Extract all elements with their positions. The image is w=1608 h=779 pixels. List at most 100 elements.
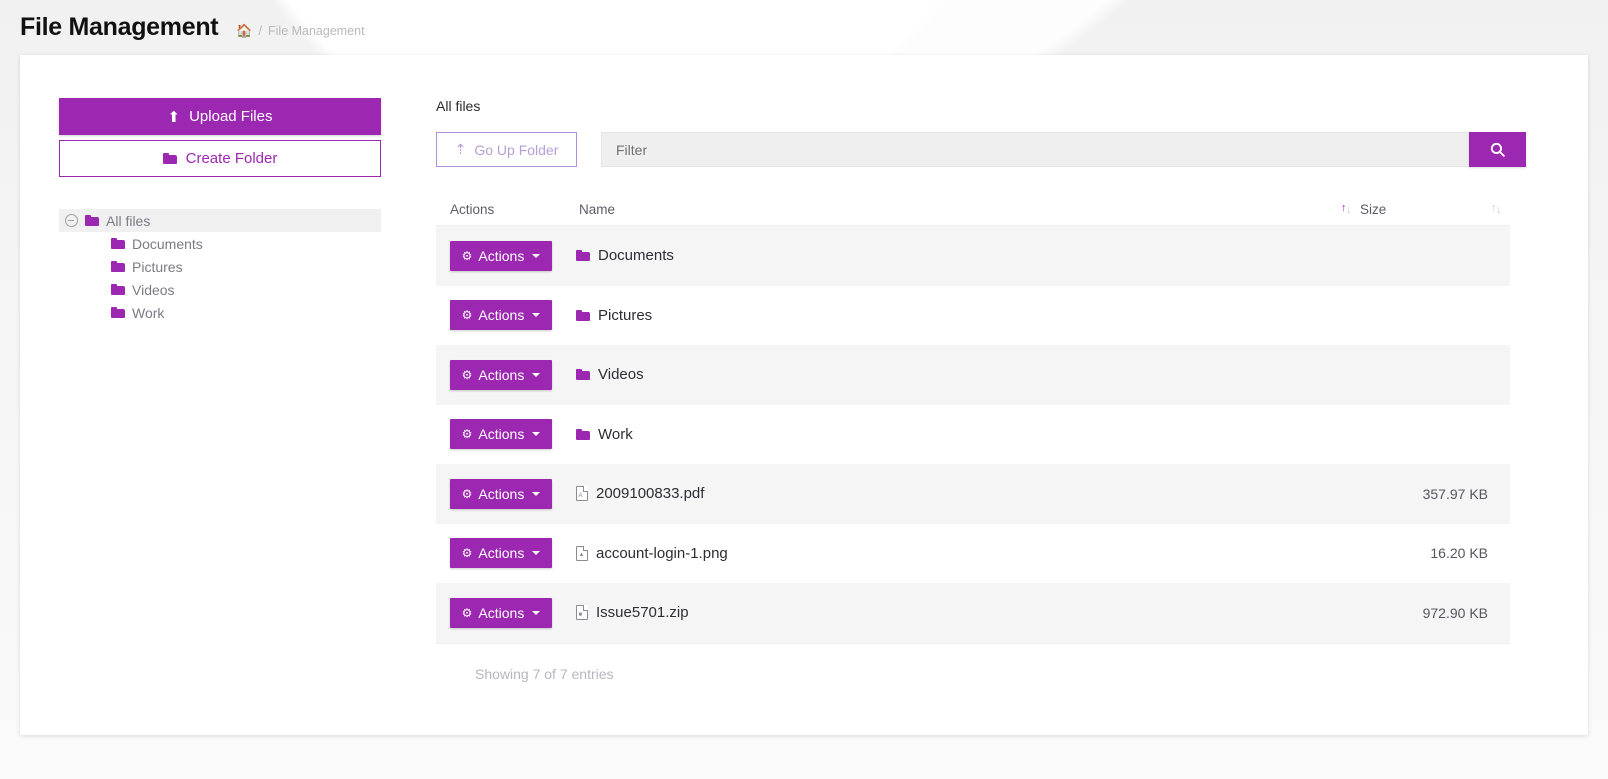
row-actions-cell: ⚙ Actions [436,478,576,509]
tree-item-videos[interactable]: Videos [59,278,381,301]
folder-plus-icon [162,153,177,164]
upload-files-label: Upload Files [189,108,273,125]
folder-icon [576,369,590,381]
current-folder-label: All files [436,98,481,114]
chevron-down-icon [532,551,541,556]
tree-item-label: Documents [132,235,203,252]
actions-label: Actions [478,307,525,324]
header-name-cell[interactable]: Name ↑ ↓ [576,202,1360,217]
tree-item-work[interactable]: Work [59,301,381,324]
breadcrumb-current: File Management [268,23,365,38]
folder-icon [576,309,590,321]
search-icon [1490,142,1505,157]
sort-name-icon[interactable]: ↑ ↓ [1341,201,1352,216]
gear-icon: ⚙ [461,308,473,323]
filter-search-group [601,132,1526,167]
actions-button[interactable]: ⚙ Actions [450,597,552,628]
tree-item-pictures[interactable]: Pictures [59,255,381,278]
folder-icon [576,428,590,440]
row-actions-cell: ⚙ Actions [436,359,576,390]
row-actions-cell: ⚙ Actions [436,240,576,271]
row-name-cell: Videos [576,366,1360,383]
tree-item-label: Work [132,304,165,321]
actions-label: Actions [478,485,525,502]
tree-item-all-files[interactable]: All files [59,209,381,232]
search-button[interactable] [1469,132,1526,167]
actions-label: Actions [478,545,525,562]
file-browser: All files ⇡ Go Up Folder Actions Name [436,98,1526,682]
actions-button[interactable]: ⚙ Actions [450,359,552,390]
header-size-cell[interactable]: Size ↑ ↓ [1360,202,1510,217]
arrow-up-icon: ⇡ [454,141,467,157]
table-row[interactable]: ⚙ Actions Videos [436,345,1510,405]
gear-icon: ⚙ [461,367,473,382]
file-name[interactable]: Work [598,425,633,443]
file-toolbar: ⇡ Go Up Folder [436,132,1526,167]
header-name: Name [579,201,616,217]
file-image-icon: ▲ [576,545,588,561]
entries-summary: Showing 7 of 7 entries [475,665,614,682]
gear-icon: ⚙ [461,427,473,442]
tree-item-label: Videos [132,281,175,298]
table-row[interactable]: ⚙ Actions ▲ account-login-1.png 16.20 KB [436,524,1510,584]
table-row[interactable]: ⚙ Actions A 2009100833.pdf 357.97 KB [436,464,1510,524]
table-header-row: Actions Name ↑ ↓ Size ↑ ↓ [436,193,1510,226]
create-folder-button[interactable]: Create Folder [59,140,381,177]
table-footer-divider [436,642,1510,644]
table-row[interactable]: ⚙ Actions Documents [436,226,1510,286]
tree-item-documents[interactable]: Documents [59,232,381,255]
row-actions-cell: ⚙ Actions [436,538,576,569]
row-actions-cell: ⚙ Actions [436,300,576,331]
row-name-cell: Pictures [576,307,1360,324]
tree-item-label: Pictures [132,258,183,275]
upload-files-button[interactable]: ⬆ Upload Files [59,98,381,135]
home-icon[interactable]: 🏠 [236,23,253,38]
folder-icon [111,238,125,249]
row-actions-cell: ⚙ Actions [436,419,576,450]
file-name[interactable]: 2009100833.pdf [596,485,705,503]
page-title: File Management [20,13,219,41]
sort-size-icon[interactable]: ↑ ↓ [1491,201,1502,216]
actions-label: Actions [478,366,525,383]
breadcrumb-separator: / [258,23,262,38]
page-header: File Management 🏠 / File Management [0,0,1608,55]
row-size-cell: 972.90 KB [1422,604,1488,621]
actions-button[interactable]: ⚙ Actions [450,240,552,271]
tree-item-label: All files [106,212,151,229]
gear-icon: ⚙ [461,486,473,501]
actions-label: Actions [478,604,525,621]
actions-label: Actions [478,426,525,443]
folder-icon [85,215,99,226]
actions-label: Actions [478,247,525,264]
folder-tree: All files Documents Pictures Videos Work [59,209,381,324]
table-row[interactable]: ⚙ Actions Work [436,405,1510,465]
file-name[interactable]: Pictures [598,306,653,324]
actions-button[interactable]: ⚙ Actions [450,300,552,331]
row-name-cell: Documents [576,247,1360,264]
sidebar: ⬆ Upload Files Create Folder All files D… [59,98,381,324]
actions-button[interactable]: ⚙ Actions [450,419,552,450]
header-actions: Actions [450,201,495,217]
file-name[interactable]: account-login-1.png [596,544,728,562]
header-size: Size [1360,201,1387,217]
gear-icon: ⚙ [461,248,473,263]
table-row[interactable]: ⚙ Actions ■ Issue5701.zip 972.90 KB [436,583,1510,643]
file-archive-icon: ■ [576,605,588,621]
gear-icon: ⚙ [461,546,473,561]
row-size-cell: 16.20 KB [1430,545,1488,562]
actions-button[interactable]: ⚙ Actions [450,538,552,569]
file-name[interactable]: Documents [598,247,674,265]
create-folder-label: Create Folder [185,150,278,167]
breadcrumb: 🏠 / File Management [236,24,364,38]
file-name[interactable]: Videos [598,366,644,384]
minus-circle-icon[interactable] [65,214,78,227]
file-name[interactable]: Issue5701.zip [596,604,689,622]
upload-icon: ⬆ [167,108,181,126]
row-name-cell: ▲ account-login-1.png [576,545,1360,562]
table-row[interactable]: ⚙ Actions Pictures [436,286,1510,346]
row-actions-cell: ⚙ Actions [436,597,576,628]
go-up-folder-button[interactable]: ⇡ Go Up Folder [436,132,577,167]
filter-input[interactable] [601,132,1469,167]
folder-icon [111,261,125,272]
actions-button[interactable]: ⚙ Actions [450,478,552,509]
